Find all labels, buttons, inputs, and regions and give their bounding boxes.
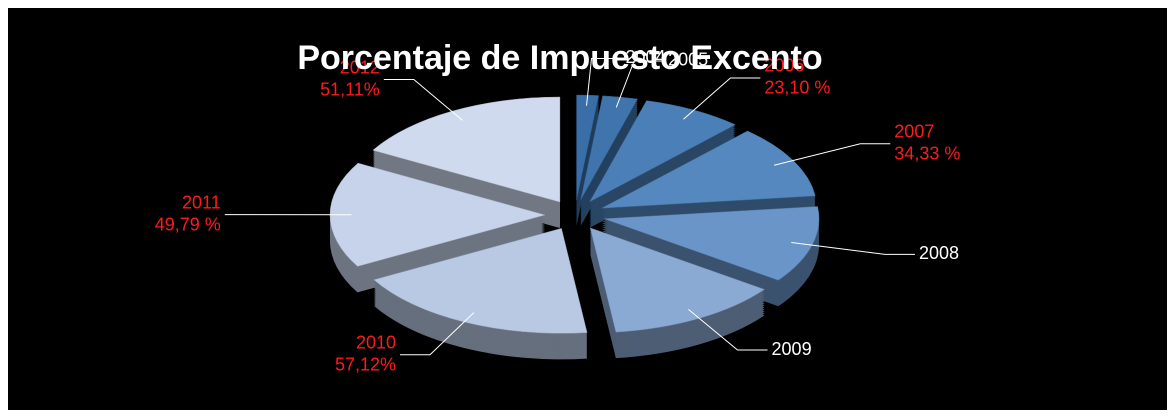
pie-slice: [373, 228, 588, 360]
category-label: 2004: [626, 47, 666, 67]
category-label: 2010: [356, 333, 396, 353]
category-label: 2008: [919, 243, 959, 263]
pie-slice: [603, 206, 820, 307]
leader-line: [791, 242, 915, 255]
leader-line: [615, 60, 665, 108]
leader-line: [683, 77, 761, 120]
pie-slice: [601, 130, 816, 235]
leader-line: [773, 143, 891, 166]
value-label: 49,79 %: [155, 214, 221, 234]
category-label: 2009: [772, 339, 812, 359]
leader-line: [586, 57, 622, 106]
category-label: 2007: [894, 122, 934, 142]
category-label: 2006: [764, 56, 804, 76]
leader-line: [383, 79, 463, 121]
chart-title: Porcentaje de Impuesto Excento: [297, 39, 822, 77]
leader-line: [688, 308, 768, 351]
pie-slice: [329, 162, 546, 293]
category-label: 2005: [668, 50, 708, 70]
category-label: 2012: [340, 57, 380, 77]
category-label: 2011: [182, 192, 221, 212]
value-label: 23,10 %: [764, 78, 830, 98]
value-label: 34,33 %: [894, 144, 960, 164]
leader-line: [400, 312, 475, 356]
pie-slice: [372, 96, 561, 229]
value-label: 57,12%: [335, 355, 396, 375]
pie-slice: [589, 227, 766, 359]
value-label: 51,11%: [320, 79, 380, 99]
